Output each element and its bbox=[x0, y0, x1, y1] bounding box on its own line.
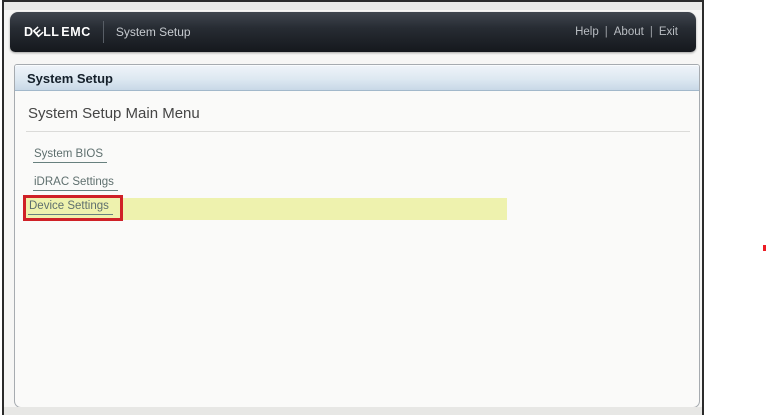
page-title: System Setup Main Menu bbox=[28, 105, 200, 122]
header-app-title: System Setup bbox=[115, 25, 191, 39]
exit-link[interactable]: Exit bbox=[658, 26, 678, 38]
heading-divider bbox=[26, 131, 690, 132]
help-link[interactable]: Help bbox=[575, 26, 599, 38]
device-settings-link[interactable]: Device Settings bbox=[28, 200, 113, 215]
logo-letters-ll: LL bbox=[43, 25, 60, 39]
figure-frame: D E LL EMC System Setup Help | About | Exit… bbox=[2, 0, 704, 415]
panel-body: System Setup Main Menu System BIOS iDRAC… bbox=[15, 105, 699, 226]
frame-top-strip bbox=[4, 2, 702, 10]
app-header-bar: D E LL EMC System Setup Help | About | Exit bbox=[10, 12, 696, 52]
logo-letter-d: D bbox=[24, 25, 34, 39]
panel-title: System Setup bbox=[27, 70, 113, 86]
dellemc-logo: D E LL EMC bbox=[24, 24, 91, 40]
link-separator: | bbox=[649, 26, 653, 38]
link-separator: | bbox=[604, 26, 608, 38]
system-setup-panel: System Setup System Setup Main Menu Syst… bbox=[14, 64, 700, 408]
idrac-settings-link[interactable]: iDRAC Settings bbox=[33, 176, 118, 191]
system-bios-link[interactable]: System BIOS bbox=[33, 148, 108, 163]
menu-item-system-bios: System BIOS bbox=[33, 144, 691, 163]
header-links: Help | About | Exit bbox=[575, 26, 682, 38]
panel-title-bar: System Setup bbox=[15, 65, 699, 91]
menu-item-device-settings: Device Settings bbox=[23, 195, 691, 226]
logo-emc: EMC bbox=[61, 25, 91, 39]
about-link[interactable]: About bbox=[613, 26, 644, 38]
red-artifact-mark bbox=[763, 245, 766, 251]
header-divider bbox=[102, 21, 104, 43]
menu-item-idrac-settings: iDRAC Settings bbox=[33, 172, 691, 191]
frame-bottom-strip bbox=[4, 407, 702, 415]
main-menu: System BIOS iDRAC Settings Device Settin… bbox=[23, 144, 691, 226]
selection-highlight bbox=[26, 198, 507, 220]
